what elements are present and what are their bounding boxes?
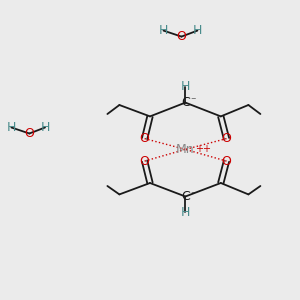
- Text: O: O: [140, 154, 149, 168]
- Text: H: H: [7, 121, 16, 134]
- Text: Mn: Mn: [176, 143, 195, 156]
- Text: C: C: [181, 190, 190, 203]
- Text: ⁻: ⁻: [190, 190, 196, 201]
- Text: O: O: [25, 127, 34, 140]
- Text: ⁻: ⁻: [190, 97, 196, 107]
- Text: H: H: [181, 206, 190, 219]
- Text: C: C: [181, 96, 190, 109]
- Text: O: O: [222, 154, 231, 168]
- Text: O: O: [140, 132, 149, 145]
- Text: ++: ++: [195, 143, 212, 154]
- Text: O: O: [177, 30, 186, 43]
- Text: H: H: [40, 121, 50, 134]
- Text: H: H: [159, 24, 168, 37]
- Text: H: H: [181, 80, 190, 94]
- Text: O: O: [222, 132, 231, 145]
- Text: H: H: [193, 24, 202, 37]
